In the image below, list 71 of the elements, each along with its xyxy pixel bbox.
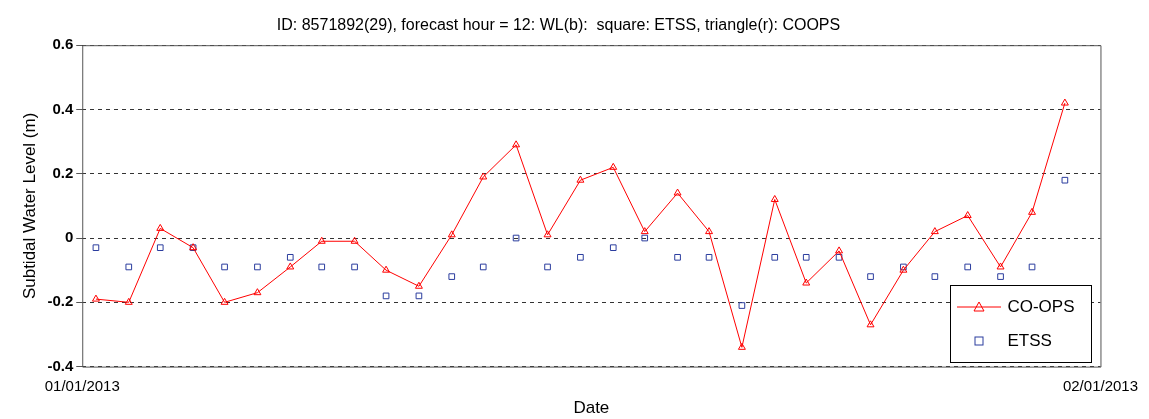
point [479,172,488,180]
point [771,254,779,261]
legend-label: CO-OPS [1007,296,1075,317]
point [576,175,585,183]
point [609,162,618,170]
point [220,297,229,305]
point [640,227,649,235]
point [996,262,1005,270]
point [543,230,552,238]
point [382,292,390,300]
point [124,297,133,305]
point [997,273,1004,280]
point [382,265,391,273]
point [254,263,261,271]
point [512,234,520,242]
point [802,278,811,286]
point [253,288,262,296]
point [351,263,358,271]
point [448,273,456,280]
legend-label: ETSS [1007,330,1052,351]
point [286,254,294,261]
point [415,292,423,300]
point [738,302,746,309]
point [577,254,584,261]
point [867,273,874,280]
x-tick-label: 01/01/2013 [44,376,120,394]
point [673,188,682,196]
point [286,262,295,270]
point [609,244,617,252]
point [866,320,875,328]
y-tick-label: 0 [64,228,74,246]
point [835,254,843,261]
chart-title: ID: 8571892(29), forecast hour = 12: WL(b): square: ETSS, triangle(r): COOPS [276,16,841,34]
point [350,236,359,244]
point [1060,98,1069,106]
point [512,140,521,148]
point [317,236,326,244]
point [1028,263,1036,271]
y-tick-label: 0.2 [52,163,74,181]
point [964,263,972,271]
y-tick-label: 0.6 [52,35,74,53]
point [930,227,939,235]
point [544,263,551,271]
y-axis-title: Subtidal Water Level (m) [19,112,39,300]
x-tick-label: 02/01/2013 [1062,376,1138,394]
point [674,254,681,261]
point [963,211,972,219]
y-tick-label: -0.2 [47,292,74,310]
point [156,244,164,252]
point [92,244,100,252]
point [802,254,810,261]
point [221,263,228,271]
point [705,227,714,235]
point [737,342,746,350]
point [318,263,326,271]
point [414,281,423,289]
point [770,194,779,202]
y-tick-label: 0.4 [52,99,74,117]
point [1028,207,1036,215]
point [835,246,844,254]
x-axis-title: Date [573,398,610,418]
point [125,263,133,271]
point [91,294,100,302]
point [641,234,649,242]
point [479,263,487,271]
point [705,254,713,261]
point [931,273,939,280]
point [1061,176,1069,184]
point [447,230,456,238]
point [156,223,165,231]
y-tick-label: -0.4 [47,356,74,374]
